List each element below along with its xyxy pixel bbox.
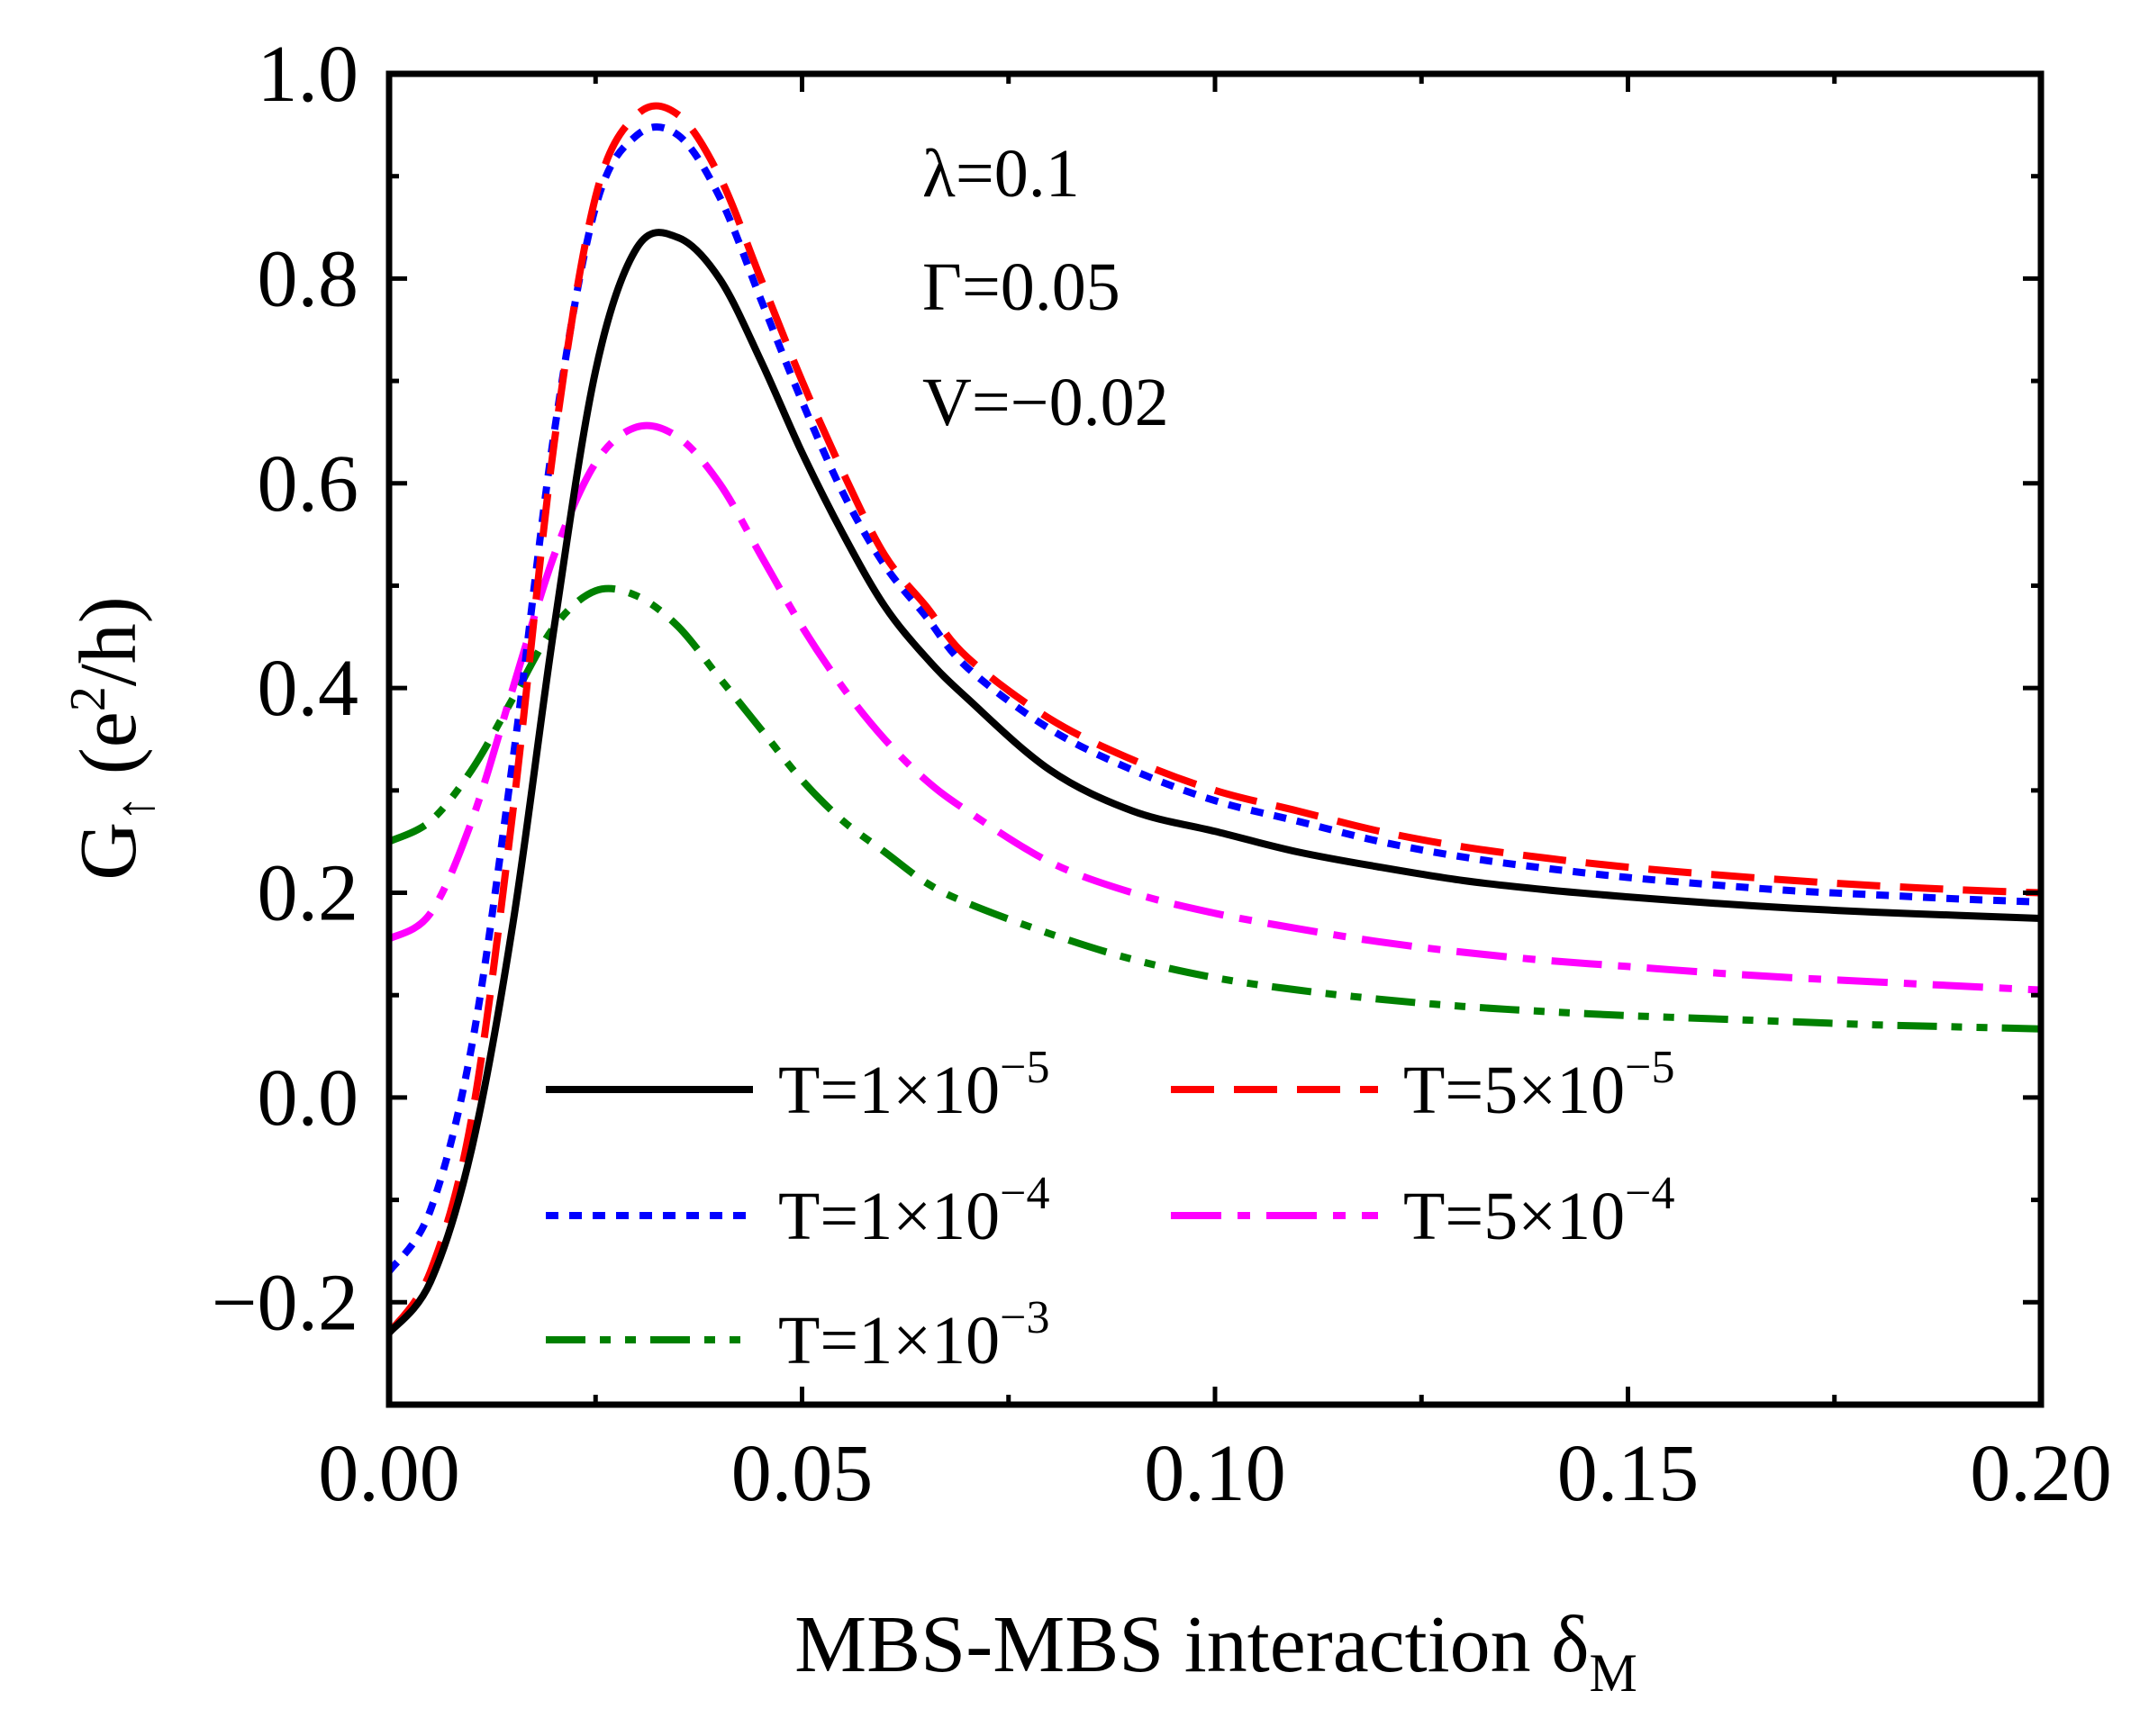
- x-tick-label-3: 0.15: [1557, 1429, 1700, 1518]
- legend: T=1×10−5 T=5×10−5 T=1×10−4 T=5×10−4 T=1×10−3: [546, 1042, 1674, 1379]
- series-line-t-5-10-5: [389, 102, 2041, 1335]
- y-tick-label-5: 0.8: [258, 234, 359, 323]
- x-tick-label-0: 0.00: [318, 1429, 460, 1518]
- y-tick-labels: −0.2 0.0 0.2 0.4 0.6 0.8 1.0: [212, 30, 358, 1347]
- legend-item-t-1-10-4: T=1×10−4: [546, 1168, 1049, 1254]
- x-tick-label-4: 0.20: [1970, 1429, 2112, 1518]
- legend-label: T=1×10−4: [778, 1168, 1049, 1254]
- series-line-t-5-10-4: [389, 421, 2041, 994]
- x-axis-label-sub: M: [1590, 1643, 1637, 1703]
- series-lines: [389, 102, 2041, 1336]
- y-axis-label-sub: ↑: [105, 795, 165, 822]
- y-tick-label-6: 1.0: [258, 30, 359, 119]
- legend-label: T=1×10−5: [778, 1042, 1049, 1128]
- y-axis-label-pre: (e: [64, 711, 153, 794]
- x-tick-label-2: 0.10: [1144, 1429, 1286, 1518]
- y-axis-label-sup: 2: [60, 686, 116, 711]
- series-line-t-1-10-4: [389, 122, 2041, 1274]
- annotation-gamma: Γ=0.05: [922, 249, 1120, 325]
- legend-label: T=5×10−4: [1403, 1168, 1674, 1254]
- legend-label: T=5×10−5: [1403, 1042, 1674, 1128]
- legend-label: T=1×10−3: [778, 1292, 1049, 1379]
- legend-item-t-5-10-5: T=5×10−5: [1171, 1042, 1674, 1128]
- axis-ticks: [386, 71, 2044, 1407]
- y-tick-label-4: 0.6: [258, 439, 359, 529]
- x-tick-label-1: 0.05: [731, 1429, 874, 1518]
- y-tick-label-0: −0.2: [212, 1258, 358, 1347]
- x-tick-labels: 0.00 0.05 0.10 0.15 0.20: [318, 1429, 2112, 1518]
- y-tick-label-1: 0.0: [258, 1053, 359, 1143]
- plot-frame: [385, 70, 2045, 1408]
- legend-item-t-1-10-5: T=1×10−5: [546, 1042, 1049, 1128]
- y-axis-label-post: /h): [64, 596, 153, 686]
- series-line-t-1-10-5: [389, 229, 2041, 1336]
- annotation-voltage: V=−0.02: [922, 365, 1169, 440]
- x-axis-label-main: MBS-MBS interaction δ: [794, 1600, 1589, 1689]
- legend-item-t-5-10-4: T=5×10−4: [1171, 1168, 1674, 1254]
- y-tick-label-3: 0.4: [258, 644, 359, 733]
- y-axis-label-main: G: [64, 822, 153, 881]
- annotation-lambda: λ=0.1: [922, 136, 1080, 212]
- x-axis-label: MBS-MBS interaction δM: [794, 1600, 1637, 1703]
- series-line-t-1-10-3: [389, 584, 2041, 1033]
- y-tick-label-2: 0.2: [258, 849, 359, 938]
- legend-item-t-1-10-3: T=1×10−3: [546, 1292, 1049, 1379]
- y-axis-label: G↑ (e2/h): [60, 596, 165, 880]
